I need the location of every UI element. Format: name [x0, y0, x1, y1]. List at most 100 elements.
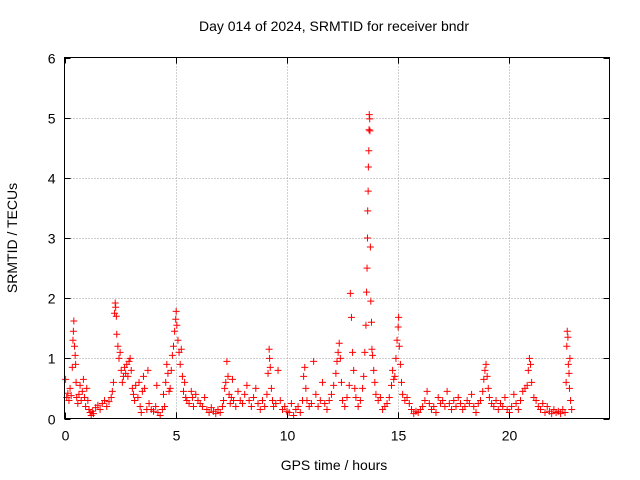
data-point — [532, 396, 540, 404]
data-point — [258, 396, 266, 404]
data-point — [391, 372, 399, 380]
data-point — [468, 390, 476, 398]
data-point — [268, 396, 276, 404]
data-point — [335, 339, 343, 347]
data-point — [221, 384, 229, 392]
data-point — [396, 360, 404, 368]
data-point — [223, 357, 231, 365]
data-point — [274, 366, 282, 374]
x-tick-label: 20 — [502, 428, 518, 444]
data-point — [96, 405, 104, 413]
data-point — [392, 354, 400, 362]
data-point — [484, 384, 492, 392]
data-point — [376, 393, 384, 401]
x-tick-label: 10 — [280, 428, 296, 444]
data-point — [367, 318, 375, 326]
data-point — [226, 399, 234, 407]
data-point — [365, 147, 373, 155]
data-point — [398, 378, 406, 386]
y-tick-label: 3 — [48, 231, 56, 247]
data-point — [173, 321, 181, 329]
data-point — [79, 375, 87, 383]
data-point — [187, 387, 195, 395]
data-point — [321, 399, 329, 407]
data-point — [479, 387, 487, 395]
data-point — [167, 366, 175, 374]
data-point — [218, 402, 226, 410]
data-point — [325, 396, 333, 404]
data-point — [105, 398, 113, 406]
data-point — [216, 408, 224, 416]
data-point — [485, 393, 493, 401]
data-point — [543, 402, 551, 410]
data-point — [366, 127, 374, 135]
data-point — [490, 402, 498, 410]
data-point — [128, 384, 136, 392]
data-point — [139, 372, 147, 380]
data-point — [371, 378, 379, 386]
data-point — [276, 396, 284, 404]
data-point — [525, 354, 533, 362]
data-point — [290, 411, 298, 419]
data-point — [135, 378, 143, 386]
data-point — [166, 384, 174, 392]
data-point — [565, 369, 573, 377]
data-point — [361, 348, 369, 356]
data-point — [343, 393, 351, 401]
data-point — [247, 402, 255, 410]
x-tick-label: 5 — [173, 428, 181, 444]
data-point — [82, 402, 90, 410]
data-point — [89, 410, 97, 418]
data-point — [494, 405, 502, 413]
data-point — [363, 288, 371, 296]
data-point — [72, 360, 80, 368]
data-point — [372, 390, 380, 398]
data-point — [395, 313, 403, 321]
data-point — [327, 390, 335, 398]
data-point — [419, 402, 427, 410]
data-point — [65, 396, 73, 404]
data-points — [62, 111, 576, 419]
data-point — [363, 234, 371, 242]
data-point — [524, 366, 532, 374]
data-point — [303, 396, 311, 404]
data-point — [296, 408, 304, 416]
data-point — [207, 404, 215, 412]
y-tick-label: 6 — [48, 51, 56, 67]
data-point — [302, 384, 310, 392]
tick-labels: 0 1 2 3 4 5 6 0 5 10 15 20 — [48, 51, 518, 444]
data-point — [390, 375, 398, 383]
data-point — [201, 393, 209, 401]
data-point — [334, 348, 342, 356]
data-point — [369, 351, 377, 359]
data-point — [71, 351, 79, 359]
data-point — [347, 313, 355, 321]
data-point — [351, 384, 359, 392]
data-point — [185, 399, 193, 407]
data-point — [314, 402, 322, 410]
data-point — [145, 399, 153, 407]
data-point — [254, 399, 262, 407]
data-point — [149, 407, 157, 415]
y-tick-label: 2 — [48, 291, 56, 307]
axis-ticks — [64, 57, 610, 420]
data-point — [125, 357, 133, 365]
data-point — [517, 396, 525, 404]
data-point — [385, 393, 393, 401]
data-point — [267, 384, 275, 392]
data-point — [360, 372, 368, 380]
data-point — [62, 375, 70, 383]
data-point — [171, 327, 179, 335]
data-point — [212, 410, 220, 418]
data-point — [421, 396, 429, 404]
data-point — [389, 366, 397, 374]
x-tick-label: 15 — [391, 428, 407, 444]
data-point — [81, 393, 89, 401]
data-point — [111, 309, 119, 317]
data-point — [408, 405, 416, 413]
data-point — [528, 378, 536, 386]
data-point — [250, 393, 258, 401]
data-point — [234, 387, 242, 395]
data-point — [107, 393, 115, 401]
data-point — [430, 402, 438, 410]
